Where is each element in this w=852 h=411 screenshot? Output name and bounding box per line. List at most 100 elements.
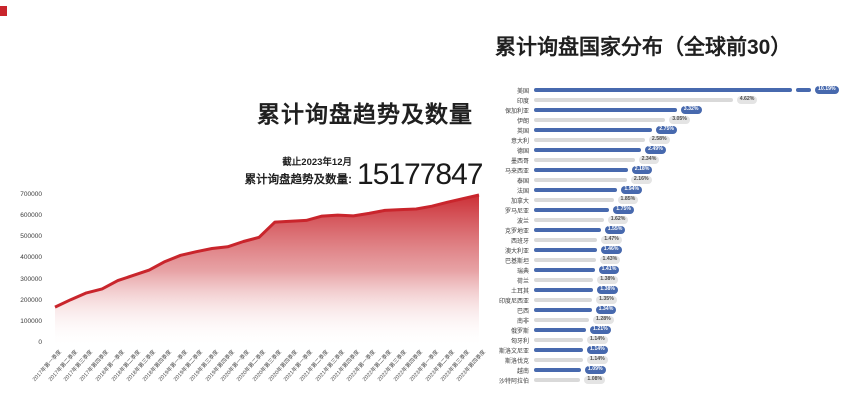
country-name-label: 保加利亚 xyxy=(504,108,529,115)
percent-value-badge: 2.58% xyxy=(648,136,670,144)
percent-value-badge: 1.34% xyxy=(595,306,617,314)
y-tick-label: 300000 xyxy=(20,275,42,283)
country-bar-row: 法国 1.94% xyxy=(488,185,848,195)
bar-segment xyxy=(534,177,627,183)
country-bar-row: 斯洛文尼亚 1.14% xyxy=(488,345,848,355)
y-tick-label: 200000 xyxy=(20,296,42,304)
country-bar xyxy=(534,207,610,213)
country-name-label: 沙特阿拉伯 xyxy=(498,378,529,385)
country-name-label: 巴基斯坦 xyxy=(504,258,529,265)
y-tick-label: 500000 xyxy=(20,233,42,241)
y-tick-label: 400000 xyxy=(20,254,42,262)
bar-segment xyxy=(534,157,635,163)
bar-segment xyxy=(534,137,645,143)
percent-value-badge: 1.62% xyxy=(607,216,629,224)
country-name-label: 印度尼西亚 xyxy=(498,298,529,305)
y-tick-label: 100000 xyxy=(20,317,42,325)
country-name-label: 瑞典 xyxy=(516,268,529,275)
percent-value-badge: 1.94% xyxy=(621,186,643,194)
country-bar-row: 巴基斯坦 1.43% xyxy=(488,255,848,265)
country-name-label: 德国 xyxy=(516,148,529,155)
country-bar-row: 瑞典 1.41% xyxy=(488,265,848,275)
bar-segment xyxy=(534,297,593,303)
country-name-label: 罗马尼亚 xyxy=(504,208,529,215)
country-bar-row: 保加利亚 3.32% xyxy=(488,105,848,115)
area-fill xyxy=(55,195,479,343)
percent-value-badge: 1.14% xyxy=(587,356,608,364)
bar-segment xyxy=(534,367,581,373)
bar-segment xyxy=(534,267,595,273)
country-bar xyxy=(534,217,604,223)
country-bar-row: 意大利 2.58% xyxy=(488,135,848,145)
country-bar-row: 波兰 1.62% xyxy=(488,215,848,225)
percent-value-badge: 1.14% xyxy=(587,336,608,344)
country-bar-row: 马来西亚 2.18% xyxy=(488,165,848,175)
percent-value-badge: 10.19% xyxy=(815,86,839,94)
country-bar xyxy=(534,317,589,323)
percent-value-badge: 1.09% xyxy=(584,366,606,374)
bar-segment xyxy=(534,167,628,173)
country-bar xyxy=(534,337,583,343)
country-bar-row: 越南 1.09% xyxy=(488,365,848,375)
country-name-label: 克罗地亚 xyxy=(504,228,529,235)
country-name-label: 伊朗 xyxy=(516,118,529,125)
country-bar xyxy=(534,137,645,143)
trend-area-chart xyxy=(54,193,480,343)
percent-value-badge: 4.62% xyxy=(736,96,758,104)
bar-segment xyxy=(534,317,589,323)
percent-value-badge: 3.32% xyxy=(680,106,702,114)
percent-value-badge: 1.85% xyxy=(617,196,639,204)
bar-segment xyxy=(534,207,610,213)
bar-segment xyxy=(534,287,594,293)
country-chart-title: 累计询盘国家分布（全球前30） xyxy=(495,36,792,59)
percent-value-badge: 1.08% xyxy=(584,376,606,384)
country-bar-row: 印度 4.62% xyxy=(488,95,848,105)
percent-value-badge: 2.34% xyxy=(638,156,660,164)
bar-segment xyxy=(534,257,596,263)
country-bar xyxy=(534,177,627,183)
bar-segment xyxy=(534,377,581,383)
percent-value-badge: 1.35% xyxy=(596,296,617,304)
percent-value-badge: 1.14% xyxy=(587,346,608,354)
country-bar-row: 俄罗斯 1.21% xyxy=(488,325,848,335)
country-name-label: 斯洛文尼亚 xyxy=(498,348,529,355)
country-bar-row: 美国 10.19% xyxy=(488,85,848,95)
bar-segment xyxy=(534,127,653,133)
bar-segment xyxy=(534,357,583,363)
country-bar xyxy=(534,127,653,133)
country-bar xyxy=(534,227,601,233)
country-bar xyxy=(534,287,594,293)
percent-value-badge: 2.49% xyxy=(645,146,666,154)
country-bar-row: 土耳其 1.38% xyxy=(488,285,848,295)
country-bar-row: 南非 1.28% xyxy=(488,315,848,325)
bar-segment xyxy=(534,347,583,353)
country-bar-row: 荷兰 1.38% xyxy=(488,275,848,285)
trend-chart-title: 累计询盘趋势及数量 xyxy=(257,101,473,127)
country-bar xyxy=(534,257,596,263)
bar-segment xyxy=(534,227,601,233)
bar-segment xyxy=(534,217,604,223)
country-name-label: 马来西亚 xyxy=(504,168,529,175)
percent-value-badge: 2.18% xyxy=(631,166,653,174)
country-bar xyxy=(534,237,598,243)
country-bar xyxy=(534,377,581,383)
country-bar xyxy=(534,157,635,163)
country-bar xyxy=(534,87,811,93)
country-name-label: 加拿大 xyxy=(510,198,529,205)
country-bar xyxy=(534,147,642,153)
country-bar xyxy=(534,117,666,123)
country-name-label: 荷兰 xyxy=(516,278,529,285)
country-bar xyxy=(534,277,594,283)
country-bar-row: 斯洛伐克 1.14% xyxy=(488,355,848,365)
country-name-label: 澳大利亚 xyxy=(504,248,529,255)
country-name-label: 英国 xyxy=(516,128,529,135)
asof-date-label: 截止2023年12月 xyxy=(282,157,352,168)
country-bar-row: 德国 2.49% xyxy=(488,145,848,155)
country-bar-chart: 美国 10.19% 印度 4.62% 保加利亚 3.32% 伊朗 3.05% 英国 2.75% 意大… xyxy=(488,85,848,385)
country-bar xyxy=(534,367,581,373)
country-bar xyxy=(534,267,595,273)
y-tick-label: 700000 xyxy=(20,191,42,198)
bar-segment xyxy=(796,87,811,93)
percent-value-badge: 1.28% xyxy=(593,316,614,324)
